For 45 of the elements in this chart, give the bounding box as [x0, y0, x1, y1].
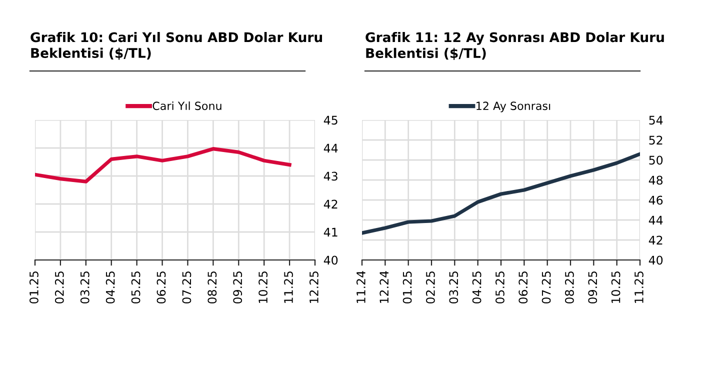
y-tick-label: 50 — [649, 156, 663, 165]
x-tick-label: 10.25 — [258, 271, 268, 303]
legend-label: Cari Yıl Sonu — [152, 101, 222, 110]
y-tick-label: 54 — [649, 116, 663, 125]
x-tick-label: 07.25 — [542, 271, 551, 304]
x-tick-label: 01.25 — [29, 271, 38, 304]
x-tick-label: 11.25 — [634, 271, 644, 303]
x-tick-label: 04.25 — [472, 271, 482, 304]
y-tick-label: 44 — [324, 144, 338, 152]
y-tick-label: 44 — [648, 216, 663, 224]
x-tick-label: 08.25 — [208, 271, 217, 304]
x-tick-label: 11.25 — [284, 271, 293, 303]
y-tick-label: 42 — [648, 236, 662, 244]
line-series — [35, 147, 292, 184]
x-tick-label: 05.25 — [495, 271, 504, 304]
y-tick-label: 52 — [649, 136, 662, 145]
y-tick-label: 45 — [324, 116, 338, 125]
x-tick-label: 12.24 — [380, 271, 388, 303]
x-tick-label: 05.25 — [131, 271, 140, 304]
y-tick-label: 40 — [648, 256, 663, 265]
x-tick-label: 02.25 — [426, 271, 435, 304]
x-tick-label: 07.25 — [182, 271, 192, 304]
x-tick-label: 02.25 — [54, 271, 64, 304]
legend-label: 12 Ay Sonrası — [476, 102, 550, 112]
y-tick-label: 41 — [324, 228, 338, 236]
y-tick-label: 46 — [648, 196, 663, 205]
line-series — [362, 152, 640, 235]
x-tick-label: 04.25 — [106, 271, 115, 304]
x-tick-label: 03.25 — [449, 271, 458, 304]
x-tick-label: 10.25 — [611, 271, 620, 303]
y-tick-label: 42 — [324, 200, 338, 208]
x-tick-label: 12.25 — [309, 271, 318, 303]
y-tick-label: 43 — [324, 172, 338, 181]
y-tick-label: 48 — [648, 176, 663, 185]
chart-title: Grafik 11: 12 Ay Sonrası ABD Dolar Kuru Beklentisi ($/TL) — [366, 32, 664, 60]
x-tick-label: 06.25 — [518, 271, 528, 304]
x-tick-label: 11.24 — [356, 271, 366, 303]
x-tick-label: 09.25 — [233, 271, 242, 304]
x-tick-label: 03.25 — [80, 271, 90, 304]
x-tick-label: 01.25 — [402, 271, 412, 304]
y-tick-label: 40 — [324, 256, 338, 265]
chart-title: Grafik 10: Cari Yıl Sonu ABD Dolar Kuru Beklentisi ($/TL) — [30, 32, 322, 60]
x-tick-label: 06.25 — [156, 271, 166, 304]
x-tick-label: 08.25 — [564, 271, 574, 304]
x-tick-label: 09.25 — [588, 271, 598, 304]
